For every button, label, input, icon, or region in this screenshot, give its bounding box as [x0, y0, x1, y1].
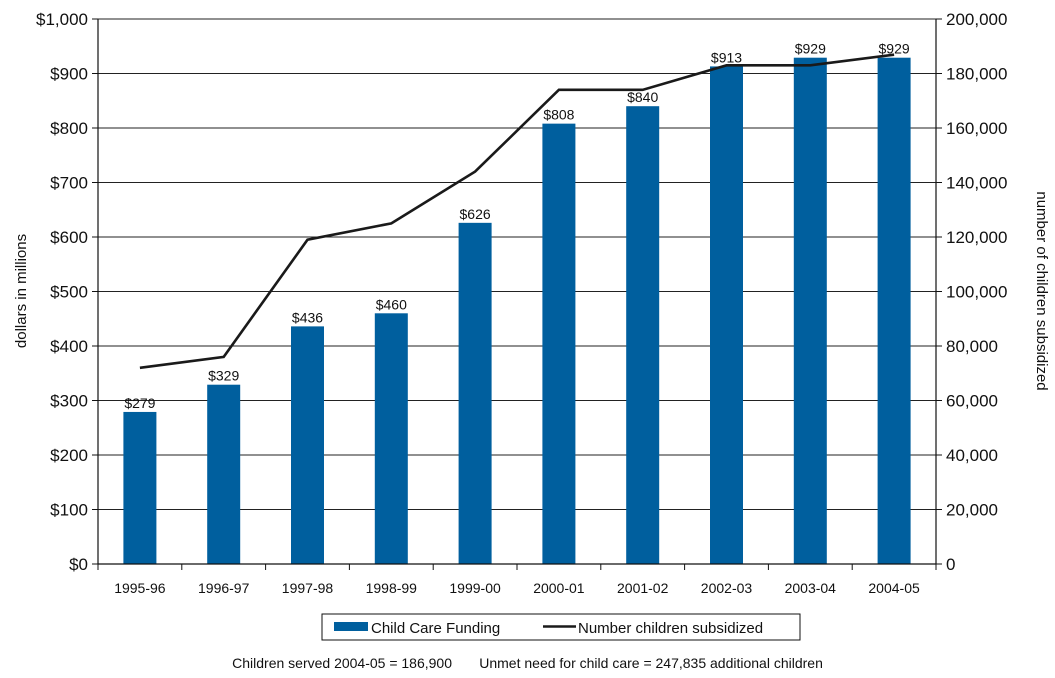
x-tick-label: 1999-00 [449, 580, 501, 596]
right-tick-label: 0 [946, 555, 955, 574]
chart: $279 $329 $436 $460 $626 $808 $840 $913 $929 $929… [13, 10, 1050, 641]
bar [793, 57, 827, 564]
right-tick-label: 80,000 [946, 337, 998, 356]
left-tick-label: $1,000 [36, 10, 88, 29]
right-axis-title: number of children subsidized [1033, 191, 1050, 390]
footnote-children-served: Children served 2004-05 = 186,900 [232, 655, 453, 671]
bar [291, 326, 324, 564]
right-tick-label: 120,000 [946, 228, 1007, 247]
bar-data-label: $840 [627, 89, 658, 105]
line-series [139, 53, 895, 370]
legend: Child Care Funding Number children subsi… [321, 613, 801, 641]
series-line [139, 53, 895, 370]
bar [877, 57, 911, 564]
left-axis-title: dollars in millions [13, 234, 30, 348]
bar [207, 384, 241, 564]
bar-data-labels: $279 $329 $436 $460 $626 $808 $840 $913 $929 $929 [124, 41, 910, 411]
left-tick-label: $0 [69, 555, 88, 574]
bar-data-label: $929 [879, 41, 910, 57]
right-tick-label: 160,000 [946, 119, 1007, 138]
bar [458, 222, 492, 564]
x-tick-label: 2003-04 [785, 580, 837, 596]
legend-label-line: Number children subsidized [578, 620, 763, 637]
x-tick-label: 1997-98 [282, 580, 334, 596]
left-tick-label: $200 [50, 446, 88, 465]
x-tick-label: 2000-01 [533, 580, 585, 596]
x-tick-label: 1996-97 [198, 580, 250, 596]
footnote-unmet-need: Unmet need for child care = 247,835 addi… [479, 655, 823, 671]
x-tick-label: 1995-96 [114, 580, 166, 596]
bar [626, 106, 660, 564]
right-tick-label: 60,000 [946, 392, 998, 411]
x-tick-label: 1998-99 [366, 580, 418, 596]
legend-label-bar: Child Care Funding [371, 620, 500, 637]
bar [710, 66, 743, 564]
left-tick-label: $900 [50, 65, 88, 84]
right-tick-label: 140,000 [946, 174, 1007, 193]
legend-swatch-bar [334, 622, 368, 631]
x-axis-ticks: 1995-96 1996-97 1997-98 1998-99 1999-00 2000-… [97, 564, 937, 596]
left-tick-label: $600 [50, 228, 88, 247]
right-axis-ticks: 0 20,000 40,000 60,000 80,000 100,000 120,000 1… [936, 10, 1007, 574]
x-tick-label: 2001-02 [617, 580, 669, 596]
footnote: Children served 2004-05 = 186,900 Unmet … [0, 655, 1055, 671]
bar-data-label: $929 [795, 41, 826, 57]
left-tick-label: $400 [50, 337, 88, 356]
left-tick-label: $700 [50, 174, 88, 193]
right-tick-label: 180,000 [946, 65, 1007, 84]
bar [542, 123, 576, 564]
left-tick-label: $500 [50, 283, 88, 302]
right-tick-label: 200,000 [946, 10, 1007, 29]
right-tick-label: 40,000 [946, 446, 998, 465]
bar-data-label: $436 [292, 309, 323, 325]
bar [374, 313, 408, 564]
bar-data-label: $279 [124, 395, 155, 411]
left-axis-ticks: $0 $100 $200 $300 $400 $500 $600 $700 $800 $900 $1… [36, 10, 98, 574]
right-tick-label: 20,000 [946, 501, 998, 520]
x-tick-label: 2004-05 [868, 580, 920, 596]
bar [123, 411, 157, 564]
bar-series [123, 57, 911, 564]
bar-data-label: $626 [460, 206, 491, 222]
bar-data-label: $913 [711, 49, 742, 65]
right-tick-label: 100,000 [946, 283, 1007, 302]
bar-data-label: $808 [543, 107, 574, 123]
left-tick-label: $100 [50, 501, 88, 520]
left-tick-label: $300 [50, 392, 88, 411]
x-tick-label: 2002-03 [701, 580, 753, 596]
left-tick-label: $800 [50, 119, 88, 138]
bar-data-label: $329 [208, 368, 239, 384]
bar-data-label: $460 [376, 296, 407, 312]
